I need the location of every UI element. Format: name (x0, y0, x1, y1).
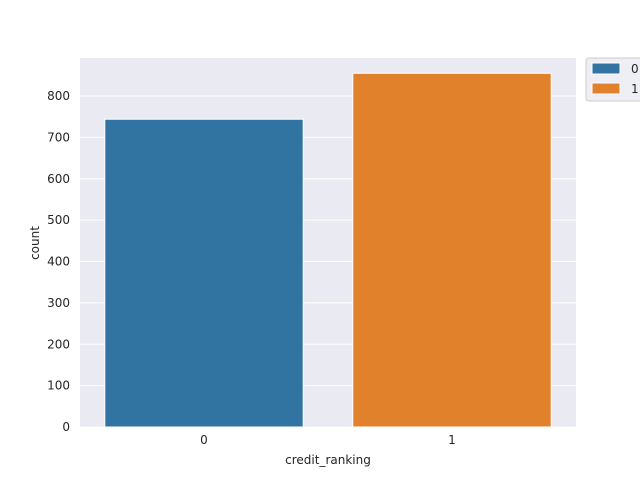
y-tick-label: 800 (47, 89, 70, 103)
y-tick-label: 300 (47, 296, 70, 310)
legend: 01 (585, 57, 640, 102)
legend-label-0: 0 (631, 62, 639, 76)
bar-1 (352, 72, 552, 428)
y-axis-label: count (28, 226, 42, 260)
x-tick-label: 0 (200, 433, 208, 447)
y-tick-label: 500 (47, 213, 70, 227)
x-axis-label: credit_ranking (285, 453, 371, 467)
bars (104, 72, 552, 428)
legend-swatch-0 (591, 62, 621, 75)
legend-label-1: 1 (631, 82, 639, 96)
y-axis-ticks: 0 100 200 300 400 500 600 700 800 (47, 89, 70, 434)
bar-0 (104, 118, 304, 428)
y-tick-label: 200 (47, 337, 70, 351)
y-tick-label: 400 (47, 255, 70, 269)
legend-swatch-1 (591, 82, 621, 95)
y-tick-label: 700 (47, 130, 70, 144)
y-tick-label: 100 (47, 379, 70, 393)
x-tick-label: 1 (448, 433, 456, 447)
y-tick-label: 600 (47, 172, 70, 186)
y-tick-label: 0 (62, 420, 70, 434)
